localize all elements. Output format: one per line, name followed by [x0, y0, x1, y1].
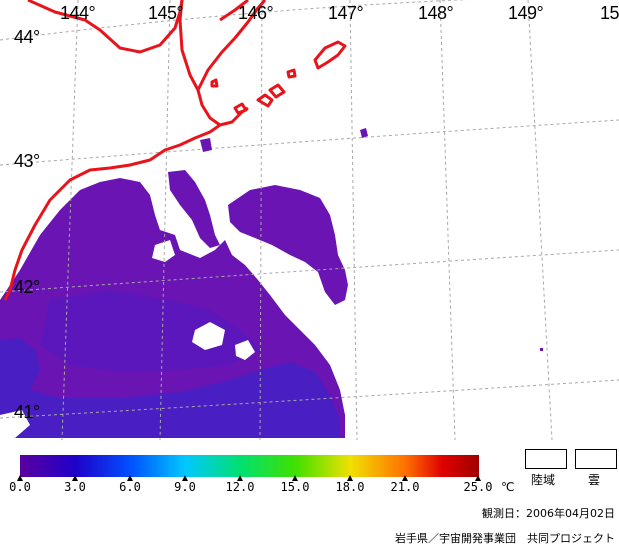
- graticule: [0, 0, 619, 440]
- meridian-147: [349, 0, 358, 440]
- scale-tick-marks: [17, 475, 481, 481]
- parallel-42: [0, 249, 619, 293]
- coastal-bit-2: [200, 138, 212, 152]
- cloud-patch-3: [0, 410, 30, 438]
- credit-text: 岩手県／宇宙開発事業団 共同プロジェクト: [395, 532, 615, 545]
- lat-label-41: 41°: [14, 402, 40, 422]
- parallel-41: [0, 379, 619, 419]
- cloud-patch-2: [235, 340, 255, 360]
- pacific-coast: [3, 123, 221, 301]
- tick-mark-9: [182, 475, 188, 481]
- sst-north-strip: [168, 170, 220, 248]
- meridian-148: [439, 0, 456, 440]
- tick-mark-0: [17, 475, 23, 481]
- scale-tick-label-21: 21.0: [390, 480, 420, 494]
- scale-tick-label-12: 12.0: [225, 480, 255, 494]
- sst-east-patch: [228, 185, 348, 305]
- tick-mark-21: [402, 475, 408, 481]
- lon-label-146: 146°: [238, 3, 274, 23]
- habomai-islets: [233, 83, 286, 115]
- lon-label-147: 147°: [328, 3, 364, 23]
- scale-tick-label-9: 9.0: [174, 480, 196, 494]
- lon-label-145: 145°: [148, 3, 184, 23]
- lon-label-150: 15: [600, 3, 619, 23]
- scale-tick-label-18: 18.0: [335, 480, 365, 494]
- cloud-patch-4: [152, 240, 175, 262]
- scale-tick-label-25: 25.0: [463, 480, 493, 494]
- iturup-island: [313, 40, 347, 70]
- land-legend-swatch: [525, 449, 567, 469]
- tick-mark-15: [292, 475, 298, 481]
- lat-label-44: 44°: [14, 27, 40, 47]
- lat-label-43: 43°: [14, 151, 40, 171]
- small-islet-2: [210, 78, 219, 88]
- kunashiri-island: [219, 0, 249, 22]
- parallel-43: [0, 119, 619, 166]
- hokkaido-north-coast: [27, 0, 184, 54]
- cloud-patch-1: [192, 322, 225, 350]
- scale-tick-label-6: 6.0: [119, 480, 141, 494]
- coastal-bit-1: [360, 128, 368, 138]
- scale-tick-label-3: 3.0: [64, 480, 86, 494]
- lon-label-144: 144°: [60, 3, 96, 23]
- cloud-legend-label: 雲: [588, 473, 601, 487]
- cloud-legend-swatch: [575, 449, 617, 469]
- sst-map: [0, 0, 619, 440]
- tick-mark-3: [72, 475, 78, 481]
- observation-date: 観測日：2006年04月02日: [482, 507, 615, 520]
- scale-unit: ℃: [501, 480, 515, 494]
- meridian-145: [159, 0, 171, 440]
- meridian-146: [259, 0, 263, 440]
- scale-tick-label-15: 15.0: [280, 480, 310, 494]
- lon-label-149: 149°: [508, 3, 544, 23]
- temperature-color-scale: [20, 455, 479, 477]
- coastal-bit-3: [540, 348, 543, 351]
- sst-mid-area: [40, 290, 260, 372]
- tick-mark-12: [237, 475, 243, 481]
- coastal-sst-bits: [200, 128, 543, 351]
- scale-tick-label-0: 0.0: [9, 480, 31, 494]
- meridian-149: [527, 0, 553, 440]
- coastline: [3, 0, 347, 301]
- scale-gradient: [20, 455, 479, 477]
- lat-label-42: 42°: [14, 277, 40, 297]
- shiretoko-peninsula: [178, 0, 267, 92]
- tick-mark-6: [127, 475, 133, 481]
- tick-mark-25: [475, 475, 481, 481]
- meridian-144: [61, 0, 79, 440]
- shikotan-island: [256, 93, 274, 108]
- lon-label-148: 148°: [418, 3, 454, 23]
- tick-mark-18: [347, 475, 353, 481]
- small-islet-1: [286, 68, 297, 79]
- land-legend-label: 陸域: [531, 473, 556, 487]
